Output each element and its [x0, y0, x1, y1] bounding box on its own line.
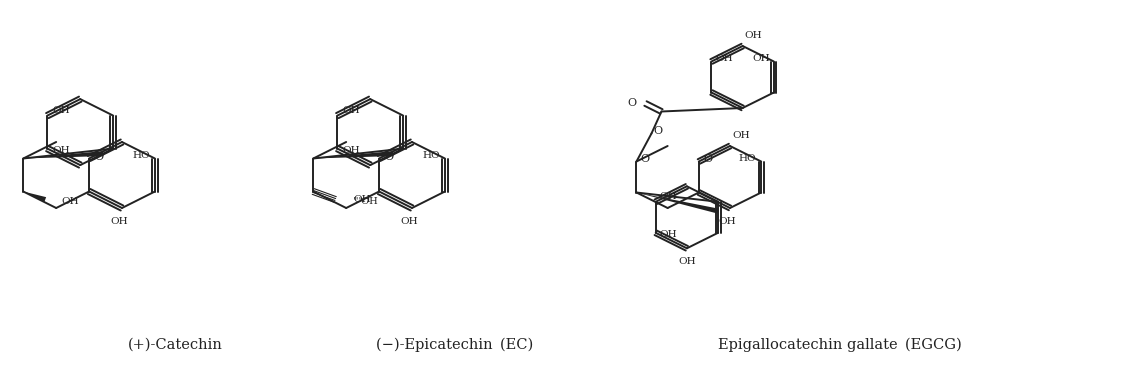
Text: (−)-Epicatechin (EC): (−)-Epicatechin (EC)	[377, 338, 534, 352]
Text: OH: OH	[660, 230, 677, 239]
Text: O: O	[627, 98, 636, 108]
Text: OH: OH	[400, 217, 417, 226]
Text: OH: OH	[678, 257, 696, 266]
Text: OH: OH	[52, 146, 70, 155]
Text: OH: OH	[744, 32, 763, 40]
Text: O: O	[385, 152, 394, 162]
Text: OH: OH	[660, 192, 677, 201]
Text: OH: OH	[52, 106, 70, 115]
Text: HO: HO	[422, 151, 440, 160]
Polygon shape	[636, 192, 719, 213]
Text: O: O	[653, 126, 662, 136]
Polygon shape	[24, 151, 104, 159]
Text: (+)-Catechin: (+)-Catechin	[127, 338, 222, 352]
Text: OH: OH	[752, 54, 769, 63]
Text: OH: OH	[732, 132, 750, 141]
Text: OH: OH	[343, 146, 360, 155]
Text: O: O	[641, 153, 650, 164]
Text: O: O	[704, 154, 713, 165]
Text: OH: OH	[715, 54, 733, 63]
Text: OH: OH	[111, 217, 127, 226]
Text: O: O	[94, 152, 104, 162]
Text: '''OH: '''OH	[353, 197, 378, 206]
Polygon shape	[314, 151, 394, 159]
Text: OH: OH	[343, 106, 360, 115]
Text: HO: HO	[739, 154, 756, 163]
Text: OH: OH	[353, 195, 371, 204]
Text: Epigallocatechin gallate (EGCG): Epigallocatechin gallate (EGCG)	[719, 338, 962, 352]
Polygon shape	[24, 192, 46, 202]
Text: OH: OH	[61, 197, 79, 206]
Text: OH: OH	[719, 216, 735, 225]
Text: HO: HO	[132, 151, 150, 160]
